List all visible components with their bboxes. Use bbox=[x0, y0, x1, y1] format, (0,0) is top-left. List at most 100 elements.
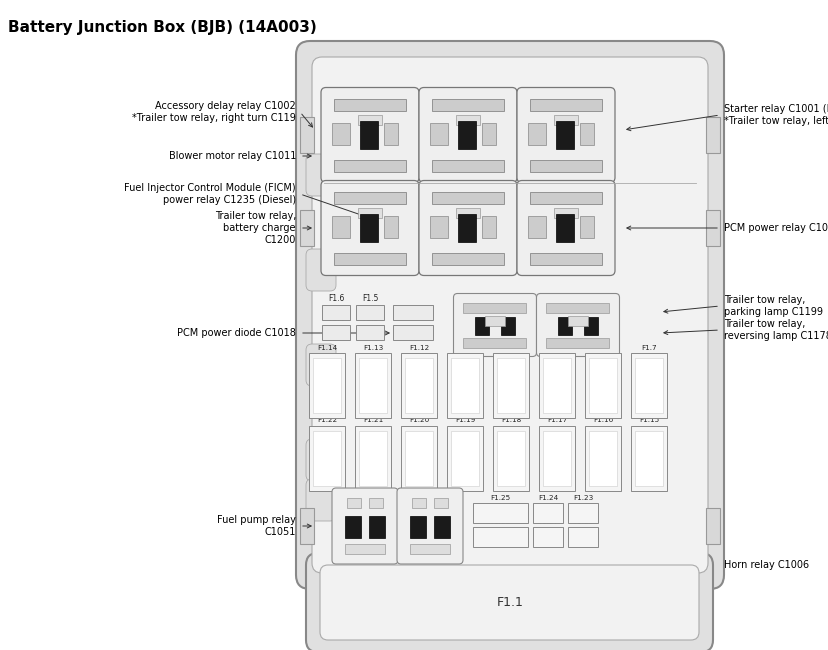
Bar bbox=[529, 159, 601, 172]
FancyBboxPatch shape bbox=[306, 553, 712, 650]
FancyBboxPatch shape bbox=[517, 88, 614, 183]
Bar bbox=[527, 123, 546, 145]
Bar bbox=[321, 325, 349, 340]
Bar bbox=[546, 337, 609, 348]
Bar bbox=[334, 99, 406, 110]
Bar bbox=[446, 426, 483, 491]
Text: F1.20: F1.20 bbox=[408, 417, 429, 424]
Bar bbox=[481, 123, 495, 145]
Text: F1.23: F1.23 bbox=[572, 495, 592, 501]
Bar bbox=[392, 305, 432, 320]
Text: F1.21: F1.21 bbox=[363, 417, 383, 424]
Text: Fuel pump relay
C1051: Fuel pump relay C1051 bbox=[217, 515, 296, 537]
Text: Fuel Injector Control Module (FICM)
power relay C1235 (Diesel): Fuel Injector Control Module (FICM) powe… bbox=[124, 183, 296, 205]
Text: Accessory delay relay C1002
*Trailer tow relay, right turn C119: Accessory delay relay C1002 *Trailer tow… bbox=[132, 101, 296, 123]
Bar bbox=[313, 430, 340, 486]
Bar bbox=[450, 430, 479, 486]
Bar bbox=[580, 123, 594, 145]
Bar bbox=[497, 430, 524, 486]
Text: F1.4: F1.4 bbox=[327, 314, 344, 323]
Bar bbox=[473, 503, 527, 523]
Bar bbox=[585, 352, 620, 417]
FancyBboxPatch shape bbox=[306, 479, 335, 521]
Bar bbox=[527, 216, 546, 238]
Bar bbox=[634, 358, 662, 413]
Bar bbox=[493, 352, 528, 417]
Bar bbox=[497, 358, 524, 413]
Bar bbox=[474, 317, 489, 335]
Bar bbox=[463, 337, 526, 348]
Text: F1.8: F1.8 bbox=[595, 344, 610, 350]
Bar bbox=[557, 317, 571, 335]
Bar bbox=[431, 252, 503, 265]
Bar bbox=[368, 498, 383, 508]
Text: F1.17: F1.17 bbox=[546, 417, 566, 424]
Text: F1.22: F1.22 bbox=[316, 417, 337, 424]
Bar bbox=[355, 305, 383, 320]
Text: Trailer tow relay,
battery charge
C1200: Trailer tow relay, battery charge C1200 bbox=[214, 211, 296, 244]
FancyBboxPatch shape bbox=[517, 181, 614, 276]
Text: PCM power relay C1016: PCM power relay C1016 bbox=[723, 223, 828, 233]
Text: Blower motor relay C1011: Blower motor relay C1011 bbox=[168, 151, 296, 161]
Bar bbox=[705, 210, 720, 246]
Bar bbox=[529, 99, 601, 110]
FancyBboxPatch shape bbox=[397, 488, 463, 564]
Bar bbox=[431, 99, 503, 110]
Text: F1.15: F1.15 bbox=[638, 417, 658, 424]
Text: F1.5: F1.5 bbox=[361, 294, 378, 303]
Bar bbox=[553, 207, 577, 218]
Bar bbox=[359, 121, 378, 149]
Bar bbox=[331, 123, 349, 145]
Bar bbox=[405, 430, 432, 486]
FancyBboxPatch shape bbox=[536, 294, 619, 356]
Bar bbox=[392, 325, 432, 340]
Bar bbox=[484, 315, 504, 326]
Bar bbox=[463, 302, 526, 313]
Text: F1.13: F1.13 bbox=[363, 344, 383, 350]
Bar bbox=[446, 352, 483, 417]
Text: F1.12: F1.12 bbox=[408, 344, 429, 350]
Bar bbox=[532, 527, 562, 547]
Bar bbox=[457, 214, 475, 242]
Bar bbox=[583, 317, 597, 335]
Bar bbox=[347, 498, 360, 508]
Bar bbox=[529, 252, 601, 265]
Bar bbox=[567, 503, 597, 523]
Bar bbox=[359, 358, 387, 413]
Bar bbox=[450, 358, 479, 413]
Bar bbox=[359, 430, 387, 486]
Bar bbox=[538, 426, 575, 491]
Bar bbox=[481, 216, 495, 238]
Text: F1.28: F1.28 bbox=[490, 519, 510, 525]
FancyBboxPatch shape bbox=[296, 41, 723, 589]
Text: F1.26: F1.26 bbox=[572, 519, 592, 525]
Bar bbox=[344, 516, 360, 538]
Bar bbox=[334, 159, 406, 172]
Text: F1.14: F1.14 bbox=[316, 344, 337, 350]
Bar bbox=[630, 426, 667, 491]
Bar bbox=[705, 117, 720, 153]
Bar bbox=[538, 352, 575, 417]
Bar bbox=[321, 305, 349, 320]
Bar bbox=[334, 192, 406, 203]
Bar bbox=[567, 527, 597, 547]
FancyBboxPatch shape bbox=[311, 57, 707, 573]
Bar bbox=[585, 426, 620, 491]
FancyBboxPatch shape bbox=[320, 88, 418, 183]
FancyBboxPatch shape bbox=[306, 249, 335, 291]
Bar bbox=[580, 216, 594, 238]
Text: Horn relay C1006: Horn relay C1006 bbox=[723, 560, 808, 570]
Bar bbox=[588, 358, 616, 413]
Text: F1.19: F1.19 bbox=[455, 417, 474, 424]
Bar bbox=[354, 426, 391, 491]
Bar bbox=[309, 352, 344, 417]
Bar bbox=[383, 123, 397, 145]
Text: F1.24: F1.24 bbox=[537, 495, 557, 501]
Bar bbox=[588, 430, 616, 486]
Text: F1.16: F1.16 bbox=[592, 417, 613, 424]
Text: Battery Junction Box (BJB) (14A003): Battery Junction Box (BJB) (14A003) bbox=[8, 20, 316, 35]
Bar bbox=[358, 207, 382, 218]
Bar bbox=[309, 426, 344, 491]
Bar bbox=[556, 214, 573, 242]
FancyBboxPatch shape bbox=[418, 181, 517, 276]
